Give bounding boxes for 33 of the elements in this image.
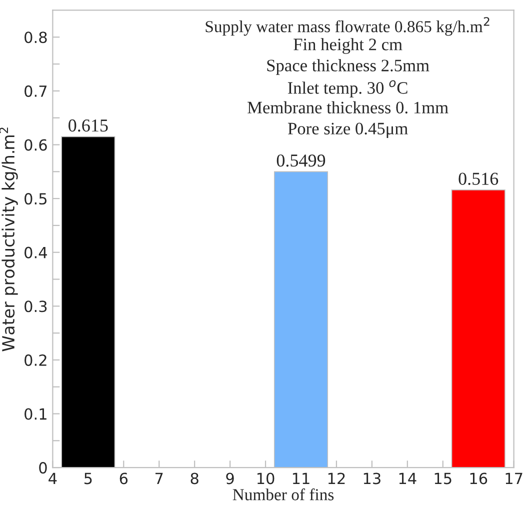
y-tick-label: 0.4 — [24, 246, 47, 258]
annotation: Fin height 2 cm — [294, 38, 402, 54]
x-tick-label: 14 — [399, 472, 416, 484]
annotation: Pore size 0.45μm — [288, 122, 408, 138]
x-tick-label: 7 — [156, 472, 163, 484]
x-tick-label: 6 — [120, 472, 128, 484]
x-tick-label: 15 — [434, 472, 452, 484]
x-tick-label: 17 — [506, 472, 522, 484]
y-tick-label: 0.6 — [24, 139, 47, 151]
x-tick-label: 13 — [364, 472, 380, 484]
y-tick-label: 0.7 — [24, 85, 47, 97]
annotation: Membrane thickness 0. 1mm — [248, 101, 448, 114]
data-label: 0.5499 — [276, 154, 326, 167]
annotation: Supply water mass flowrate 0.865 kg/h.m$^{2}$ — [206, 17, 490, 36]
annotation: Space thickness 2.5mm — [267, 59, 430, 75]
x-tick-label: 4 — [48, 472, 57, 484]
x-tick-label: 8 — [190, 472, 198, 484]
data-label: 0.516 — [458, 172, 498, 185]
x-axis-title: Number of fins — [232, 488, 334, 500]
y-tick-label: 0.1 — [24, 408, 46, 420]
x-tick-label: 16 — [470, 472, 488, 484]
data-label: 0.615 — [68, 119, 108, 132]
x-tick-label: 10 — [257, 472, 274, 484]
x-tick-label: 5 — [84, 472, 92, 484]
y-tick-label: 0.3 — [24, 300, 47, 312]
y-tick-label: 0 — [39, 462, 47, 474]
annotation: Inlet temp. 30 $^{o}$C — [288, 80, 408, 98]
y-tick-label: 0.8 — [24, 32, 47, 44]
y-tick-label: 0.5 — [24, 193, 47, 205]
x-tick-label: 12 — [328, 472, 345, 484]
x-tick-label: 11 — [292, 472, 310, 484]
y-tick-label: 0.2 — [24, 354, 46, 366]
x-tick-label: 9 — [226, 472, 234, 484]
